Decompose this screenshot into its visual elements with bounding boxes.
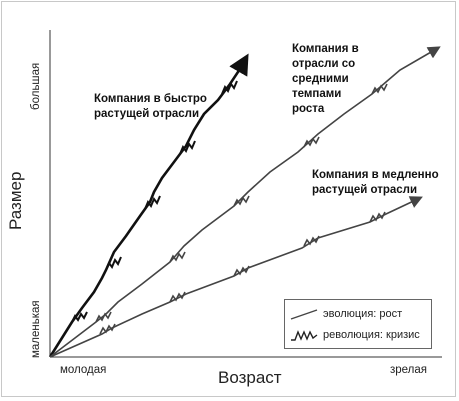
growth-diagram bbox=[48, 30, 442, 358]
curve-medium-growth bbox=[49, 46, 441, 358]
slow-growth-label-line: растущей отрасли bbox=[312, 184, 418, 196]
fast-growth-label: Компания в быстро растущей отрасли bbox=[94, 92, 207, 122]
x-low-label: молодая bbox=[60, 364, 107, 376]
y-low-label: маленькая bbox=[30, 300, 42, 358]
medium-growth-label-line: отрасли со bbox=[292, 58, 356, 70]
fast-growth-label-line: растущей отрасли bbox=[94, 108, 200, 120]
crisis-zigzag bbox=[169, 251, 186, 263]
fast-growth-label-line: Компания в быстро bbox=[94, 93, 207, 105]
y-axis-title: Размер bbox=[6, 171, 25, 230]
crisis-zigzag bbox=[233, 265, 250, 277]
crisis-zigzag bbox=[233, 195, 250, 207]
medium-growth-label-line: роста bbox=[292, 103, 325, 115]
evolution-line-icon bbox=[290, 309, 318, 320]
crisis-zigzag bbox=[221, 80, 238, 95]
legend-evolution: эволюция: рост bbox=[289, 305, 402, 323]
curve-slow-growth bbox=[49, 196, 423, 358]
x-high-label: зрелая bbox=[390, 364, 428, 376]
curve-fast-growth bbox=[48, 53, 249, 358]
crisis-zigzag bbox=[71, 311, 88, 323]
crisis-zigzag bbox=[179, 140, 196, 155]
crisis-zigzag bbox=[303, 136, 320, 148]
crisis-zigzag bbox=[144, 195, 161, 210]
crisis-zigzag bbox=[105, 256, 122, 271]
legend-evolution-text: эволюция: рост bbox=[323, 308, 403, 320]
crisis-zigzag bbox=[169, 291, 186, 303]
legend-revolution-text: революция: кризис bbox=[323, 329, 420, 341]
medium-growth-label: Компания в отрасли со средними темпами р… bbox=[292, 42, 359, 117]
legend: эволюция: рост революция: кризис bbox=[284, 299, 432, 349]
x-axis-title: Возраст bbox=[218, 368, 282, 387]
y-high-label: большая bbox=[30, 62, 42, 110]
revolution-zigzag-icon bbox=[291, 330, 318, 341]
crisis-zigzag bbox=[303, 235, 320, 247]
medium-growth-label-line: темпами bbox=[292, 88, 342, 100]
crisis-zigzag bbox=[95, 311, 112, 323]
legend-revolution: революция: кризис bbox=[289, 326, 420, 344]
crisis-zigzag bbox=[369, 211, 386, 223]
slow-growth-label: Компания в медленно растущей отрасли bbox=[312, 168, 439, 198]
medium-growth-label-line: Компания в bbox=[292, 43, 359, 55]
crisis-zigzag bbox=[99, 323, 116, 335]
medium-growth-label-line: средними bbox=[292, 73, 349, 85]
crisis-zigzag bbox=[371, 83, 388, 95]
diagram-frame: Компания в быстро растущей отрасли Компа… bbox=[1, 1, 456, 397]
slow-growth-label-line: Компания в медленно bbox=[312, 169, 439, 181]
